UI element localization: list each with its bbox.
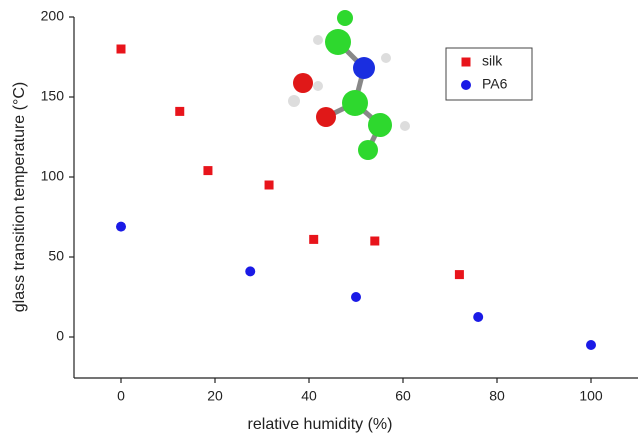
y-axis-label: glass transition temperature (°C)	[11, 82, 28, 312]
marker	[203, 166, 212, 175]
x-tick-label: 20	[207, 388, 223, 404]
chart: relative humidity (%) glass transition t…	[0, 0, 638, 437]
marker	[370, 237, 379, 246]
marker	[455, 270, 464, 279]
y-tick-label: 0	[56, 328, 64, 344]
legend-label: silk	[482, 53, 503, 69]
marker	[175, 107, 184, 116]
x-tick-label: 80	[489, 388, 505, 404]
y-tick-label: 50	[48, 248, 64, 264]
y-tick-label: 150	[41, 88, 65, 104]
x-tick-label: 60	[395, 388, 411, 404]
x-tick-label: 0	[117, 388, 125, 404]
marker	[265, 181, 274, 190]
marker	[473, 312, 483, 322]
y-tick-label: 200	[41, 8, 65, 24]
x-axis-label: relative humidity (%)	[248, 416, 393, 433]
marker	[116, 222, 126, 232]
x-tick-label: 100	[579, 388, 603, 404]
legend-label: PA6	[482, 76, 508, 92]
legend-marker	[461, 80, 471, 90]
legend-marker	[462, 58, 471, 67]
y-tick-label: 100	[41, 168, 65, 184]
marker	[117, 45, 126, 54]
x-tick-label: 40	[301, 388, 317, 404]
marker	[351, 292, 361, 302]
molecule-illustration	[288, 10, 410, 160]
marker	[245, 266, 255, 276]
marker	[309, 235, 318, 244]
marker	[586, 340, 596, 350]
